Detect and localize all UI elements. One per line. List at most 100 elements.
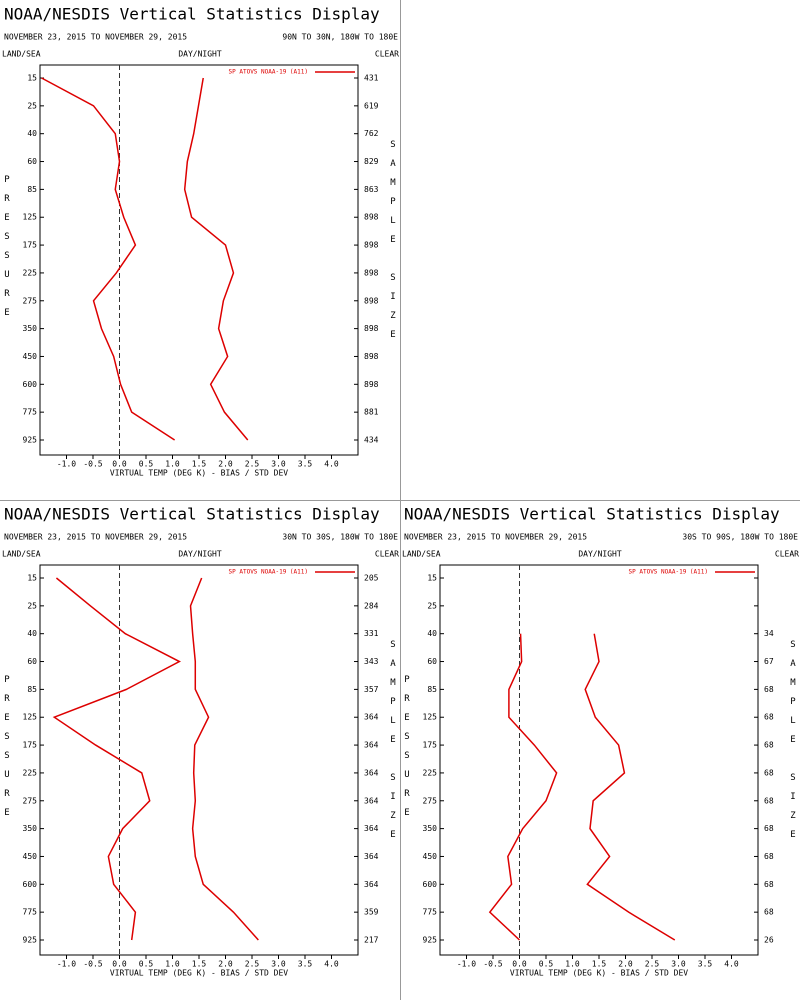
x-tick-label: -1.0: [457, 960, 476, 969]
sample-size: 331: [364, 629, 379, 638]
sample-size: 68: [764, 741, 774, 750]
sample-size: 359: [364, 908, 379, 917]
chart-title: NOAA/NESDIS Vertical Statistics Display: [4, 505, 380, 524]
y-tick-label: 225: [23, 768, 38, 777]
plot-frame: [439, 564, 759, 956]
sample-size: 364: [364, 768, 379, 777]
y2-axis-label: SAMPLE SIZE: [788, 640, 798, 849]
sample-size: 68: [764, 852, 774, 861]
x-tick-label: 3.5: [298, 460, 313, 469]
y-axis-label: PRESSURE: [402, 675, 412, 827]
y-tick-label: 275: [23, 296, 38, 305]
y-tick-label: 350: [23, 824, 38, 833]
x-tick-label: 0.5: [139, 460, 154, 469]
y-tick-label: 25: [27, 101, 37, 110]
profile-line: [584, 633, 676, 941]
x-tick-label: 2.0: [618, 960, 633, 969]
region: 30S TO 90S, 180W TO 180E: [682, 533, 798, 542]
plot-frame: [39, 564, 359, 956]
y-tick-label: 15: [27, 74, 37, 83]
x-tick-label: 0.5: [139, 960, 154, 969]
date-range: NOVEMBER 23, 2015 TO NOVEMBER 29, 2015: [4, 533, 187, 542]
y-tick-label: 275: [423, 796, 438, 805]
chart-panel: NOAA/NESDIS Vertical Statistics Display N…: [400, 500, 800, 1000]
sample-size: 898: [364, 268, 379, 277]
y-tick-label: 40: [27, 629, 37, 638]
sample-size: 68: [764, 824, 774, 833]
x-tick-label: -1.0: [57, 460, 76, 469]
x-axis-label: VIRTUAL TEMP (DEG K) - BIAS / STD DEV: [510, 969, 688, 978]
profile-line: [52, 577, 182, 941]
sample-size: 898: [364, 213, 379, 222]
y-tick-label: 450: [423, 852, 438, 861]
y-tick-label: 60: [27, 657, 37, 666]
profile-line: [183, 77, 249, 441]
legend-label: SP ATOVS NOAA-19 (A11): [229, 69, 308, 76]
day-night: DAY/NIGHT: [178, 50, 222, 59]
y-tick-label: 775: [23, 408, 38, 417]
sample-size: 68: [764, 768, 774, 777]
sample-size: 343: [364, 657, 379, 666]
y-tick-label: 350: [423, 824, 438, 833]
x-tick-label: 1.5: [592, 960, 607, 969]
y-tick-label: 925: [23, 936, 38, 945]
sample-size: 68: [764, 713, 774, 722]
x-tick-label: 0.0: [112, 960, 127, 969]
chart-panel: NOAA/NESDIS Vertical Statistics Display N…: [0, 0, 400, 500]
y-tick-label: 600: [23, 880, 38, 889]
sample-size: 364: [364, 741, 379, 750]
region: 30N TO 30S, 180W TO 180E: [282, 533, 398, 542]
y-tick-label: 125: [23, 713, 38, 722]
y-tick-label: 450: [23, 852, 38, 861]
y-tick-label: 775: [23, 908, 38, 917]
land-sea: LAND/SEA: [2, 550, 41, 559]
sample-size: 217: [364, 936, 379, 945]
x-tick-label: 0.0: [512, 960, 527, 969]
y-tick-label: 60: [427, 657, 437, 666]
date-range: NOVEMBER 23, 2015 TO NOVEMBER 29, 2015: [404, 533, 587, 542]
y-tick-label: 925: [423, 936, 438, 945]
sample-size: 829: [364, 157, 379, 166]
chart: NOAA/NESDIS Vertical Statistics Display N…: [402, 505, 799, 978]
sample-size: 898: [364, 380, 379, 389]
x-tick-label: 1.0: [565, 960, 580, 969]
sample-size: 434: [364, 436, 379, 445]
y-tick-label: 175: [23, 241, 38, 250]
y-tick-label: 125: [423, 713, 438, 722]
sample-size: 284: [364, 601, 379, 610]
x-tick-label: 2.5: [245, 960, 260, 969]
y-tick-label: 225: [23, 268, 38, 277]
y-tick-label: 40: [427, 629, 437, 638]
y-tick-label: 775: [423, 908, 438, 917]
sample-size: 364: [364, 713, 379, 722]
x-axis-label: VIRTUAL TEMP (DEG K) - BIAS / STD DEV: [110, 469, 288, 478]
sample-size: 762: [364, 129, 379, 138]
x-tick-label: 4.0: [724, 960, 739, 969]
x-tick-label: 4.0: [324, 960, 339, 969]
x-tick-label: 4.0: [324, 460, 339, 469]
sample-size: 67: [764, 657, 774, 666]
y-tick-label: 85: [27, 185, 37, 194]
sample-size: 619: [364, 101, 379, 110]
legend-label: SP ATOVS NOAA-19 (A11): [229, 569, 308, 576]
date-range: NOVEMBER 23, 2015 TO NOVEMBER 29, 2015: [4, 33, 187, 42]
plot-frame: [39, 64, 359, 456]
x-tick-label: 0.0: [112, 460, 127, 469]
profile-line: [189, 577, 259, 941]
x-tick-label: 1.5: [192, 960, 207, 969]
chart: NOAA/NESDIS Vertical Statistics Display N…: [2, 505, 399, 978]
x-tick-label: 0.5: [539, 960, 554, 969]
x-tick-label: 2.0: [218, 960, 233, 969]
sky: CLEAR: [375, 550, 399, 559]
y2-axis-label: SAMPLE SIZE: [388, 140, 398, 349]
y-tick-label: 15: [427, 574, 437, 583]
x-tick-label: -0.5: [83, 960, 102, 969]
y-tick-label: 600: [423, 880, 438, 889]
x-tick-label: 1.5: [192, 460, 207, 469]
y-tick-label: 25: [427, 601, 437, 610]
sample-size: 68: [764, 685, 774, 694]
sample-size: 364: [364, 852, 379, 861]
x-tick-label: 1.0: [165, 460, 180, 469]
sample-size: 68: [764, 908, 774, 917]
